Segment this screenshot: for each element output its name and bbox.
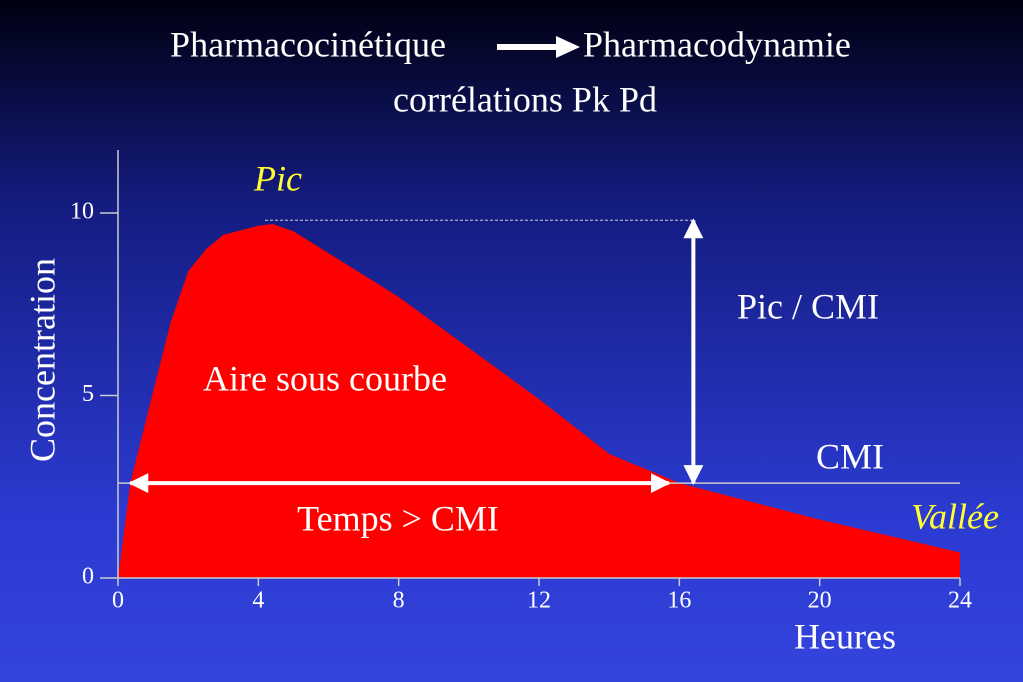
x-tick-label: 20 (808, 588, 832, 614)
x-tick-label: 0 (112, 588, 124, 614)
title-arrowhead (556, 36, 580, 58)
cmi-label: CMI (816, 436, 884, 476)
time-label: Temps > CMI (297, 498, 499, 538)
x-tick-label: 24 (948, 588, 972, 614)
trough-label: Vallée (911, 496, 999, 536)
title-to: Pharmacodynamie (583, 24, 851, 64)
y-tick-label: 5 (82, 381, 94, 407)
x-tick-label: 8 (393, 588, 405, 614)
y-axis-label: Concentration (22, 258, 62, 462)
ratio-label: Pic / CMI (737, 286, 879, 326)
title-from: Pharmacocinétique (170, 24, 446, 64)
x-tick-label: 16 (667, 588, 691, 614)
y-tick-label: 10 (70, 199, 94, 225)
y-tick-label: 0 (82, 564, 94, 590)
subtitle: corrélations Pk Pd (393, 79, 657, 119)
peak-label: Pic (253, 158, 302, 198)
x-axis-label: Heures (794, 616, 896, 656)
area (118, 223, 960, 578)
x-tick-label: 12 (527, 588, 551, 614)
area-label: Aire sous courbe (203, 358, 447, 398)
x-tick-label: 4 (252, 588, 264, 614)
